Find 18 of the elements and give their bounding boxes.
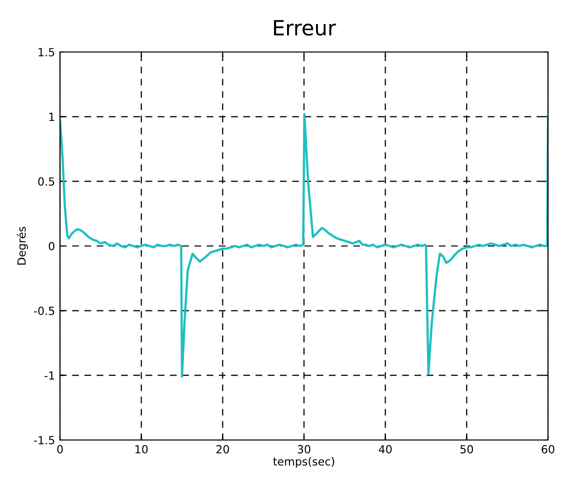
x-axis-title: temps(sec): [273, 457, 334, 468]
x-tick-label: 60: [542, 445, 554, 454]
y-tick-label: -0.5: [34, 306, 54, 316]
y-tick-label: -1.5: [34, 436, 54, 444]
x-tick-label: 50: [460, 445, 473, 454]
chart-title: Erreur: [274, 20, 336, 36]
x-tick-label: 20: [216, 445, 229, 454]
y-tick-label: 0: [48, 242, 54, 250]
y-tick-label: 1.5: [38, 48, 54, 56]
x-tick-label: 0: [57, 445, 63, 454]
x-tick-label: 30: [298, 445, 310, 454]
x-tick-label: 10: [135, 445, 148, 454]
line-series: [60, 112, 548, 378]
y-tick-label: 1: [49, 112, 54, 121]
y-axis-title: Degrés: [16, 226, 28, 265]
x-tick-label: 40: [378, 445, 392, 454]
y-tick-label: 0.5: [38, 177, 54, 186]
y-tick-label: -1: [44, 371, 54, 380]
